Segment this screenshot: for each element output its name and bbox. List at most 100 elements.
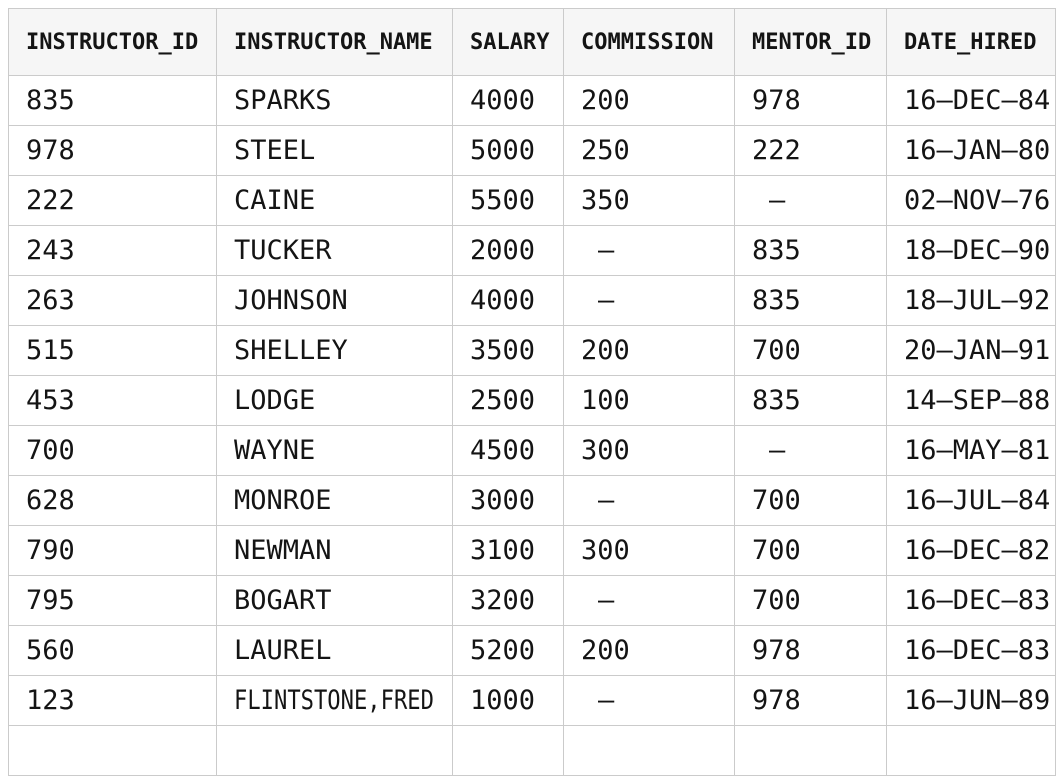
table-row (8, 725, 1056, 776)
cell-date-hired: 18–DEC–90 (886, 225, 1056, 276)
cell-value: 350 (581, 185, 630, 216)
cell-value: MONROE (234, 485, 332, 516)
cell-value: 222 (752, 135, 801, 166)
cell-date-hired: 14–SEP–88 (886, 375, 1056, 426)
cell-salary: 4000 (452, 75, 564, 126)
column-header-salary: SALARY (452, 8, 564, 76)
cell-instructor-id: 222 (8, 175, 217, 226)
cell-commission: – (563, 575, 735, 626)
cell-date-hired: 16–DEC–83 (886, 575, 1056, 626)
cell-instructor-id: 515 (8, 325, 217, 376)
cell-commission: 300 (563, 425, 735, 476)
cell-instructor-id: 243 (8, 225, 217, 276)
cell-salary: 2000 (452, 225, 564, 276)
cell-mentor-id: 835 (734, 225, 887, 276)
cell-date-hired (886, 725, 1056, 776)
cell-value: 4000 (470, 85, 536, 116)
cell-value: 628 (26, 485, 75, 516)
cell-instructor-id (8, 725, 217, 776)
cell-mentor-id: – (734, 425, 887, 476)
cell-value: 200 (581, 85, 630, 116)
column-header-instructor-id: INSTRUCTOR_ID (8, 8, 217, 76)
cell-value: 560 (26, 635, 75, 666)
cell-salary: 3500 (452, 325, 564, 376)
cell-date-hired: 02–NOV–76 (886, 175, 1056, 226)
cell-salary: 4500 (452, 425, 564, 476)
cell-value: TUCKER (234, 235, 332, 266)
cell-mentor-id: 835 (734, 375, 887, 426)
cell-commission: – (563, 225, 735, 276)
cell-value: 200 (581, 635, 630, 666)
cell-value: 2500 (470, 385, 536, 416)
cell-date-hired: 16–JUL–84 (886, 475, 1056, 526)
cell-commission: – (563, 275, 735, 326)
cell-value: 835 (752, 285, 801, 316)
cell-value: 700 (752, 335, 801, 366)
cell-value: 18–JUL–92 (904, 285, 1051, 316)
cell-value: 790 (26, 535, 75, 566)
cell-salary: 5000 (452, 125, 564, 176)
cell-date-hired: 16–MAY–81 (886, 425, 1056, 476)
cell-value: 250 (581, 135, 630, 166)
column-header-mentor-id: MENTOR_ID (734, 8, 887, 76)
cell-instructor-name: MONROE (216, 475, 453, 526)
cell-mentor-id: 222 (734, 125, 887, 176)
cell-commission (563, 725, 735, 776)
cell-salary: 1000 (452, 675, 564, 726)
cell-salary: 5200 (452, 625, 564, 676)
cell-value: 18–DEC–90 (904, 235, 1051, 266)
cell-value: BOGART (234, 585, 332, 616)
cell-value: 200 (581, 335, 630, 366)
cell-instructor-id: 835 (8, 75, 217, 126)
cell-salary: 4000 (452, 275, 564, 326)
cell-value: 835 (752, 235, 801, 266)
cell-salary: 3000 (452, 475, 564, 526)
cell-value: – (598, 235, 615, 266)
cell-value: 16–DEC–83 (904, 585, 1051, 616)
cell-value: 795 (26, 585, 75, 616)
cell-value: – (769, 185, 786, 216)
table-row: 795 BOGART 3200 – 700 16–DEC–83 (8, 575, 1056, 626)
cell-value: 16–JUN–89 (904, 685, 1051, 716)
cell-value: 978 (752, 85, 801, 116)
cell-salary: 2500 (452, 375, 564, 426)
cell-commission: – (563, 675, 735, 726)
cell-mentor-id: 700 (734, 325, 887, 376)
cell-value: 3100 (470, 535, 536, 566)
cell-value: 16–JUL–84 (904, 485, 1051, 516)
cell-mentor-id: 700 (734, 575, 887, 626)
cell-value: 700 (26, 435, 75, 466)
header-row: INSTRUCTOR_ID INSTRUCTOR_NAME SALARY COMMIS… (8, 8, 1056, 76)
cell-date-hired: 16–DEC–84 (886, 75, 1056, 126)
cell-value: 5200 (470, 635, 536, 666)
cell-value: 4000 (470, 285, 536, 316)
cell-commission: 300 (563, 525, 735, 576)
cell-instructor-name: LAUREL (216, 625, 453, 676)
cell-date-hired: 16–DEC–82 (886, 525, 1056, 576)
cell-value: 16–JAN–80 (904, 135, 1051, 166)
cell-value: 700 (752, 585, 801, 616)
cell-mentor-id: 978 (734, 625, 887, 676)
cell-value: 16–DEC–84 (904, 85, 1051, 116)
cell-value: 3500 (470, 335, 536, 366)
cell-value: LODGE (234, 385, 316, 416)
cell-value: 123 (26, 685, 75, 716)
cell-value: WAYNE (234, 435, 316, 466)
cell-value: – (769, 435, 786, 466)
cell-instructor-name: NEWMAN (216, 525, 453, 576)
table-row: 515 SHELLEY 3500 200 700 20–JAN–91 (8, 325, 1056, 376)
cell-value: 16–DEC–82 (904, 535, 1051, 566)
cell-instructor-name: WAYNE (216, 425, 453, 476)
cell-value: SHELLEY (234, 335, 348, 366)
cell-value: LAUREL (234, 635, 332, 666)
cell-salary (452, 725, 564, 776)
cell-instructor-id: 700 (8, 425, 217, 476)
cell-value: SPARKS (234, 85, 332, 116)
cell-commission: 200 (563, 75, 735, 126)
cell-value: – (598, 485, 615, 516)
table-header: INSTRUCTOR_ID INSTRUCTOR_NAME SALARY COMMIS… (8, 8, 1056, 76)
cell-value: 300 (581, 435, 630, 466)
table-row: 560 LAUREL 5200 200 978 16–DEC–83 (8, 625, 1056, 676)
cell-instructor-name: TUCKER (216, 225, 453, 276)
cell-salary: 3200 (452, 575, 564, 626)
